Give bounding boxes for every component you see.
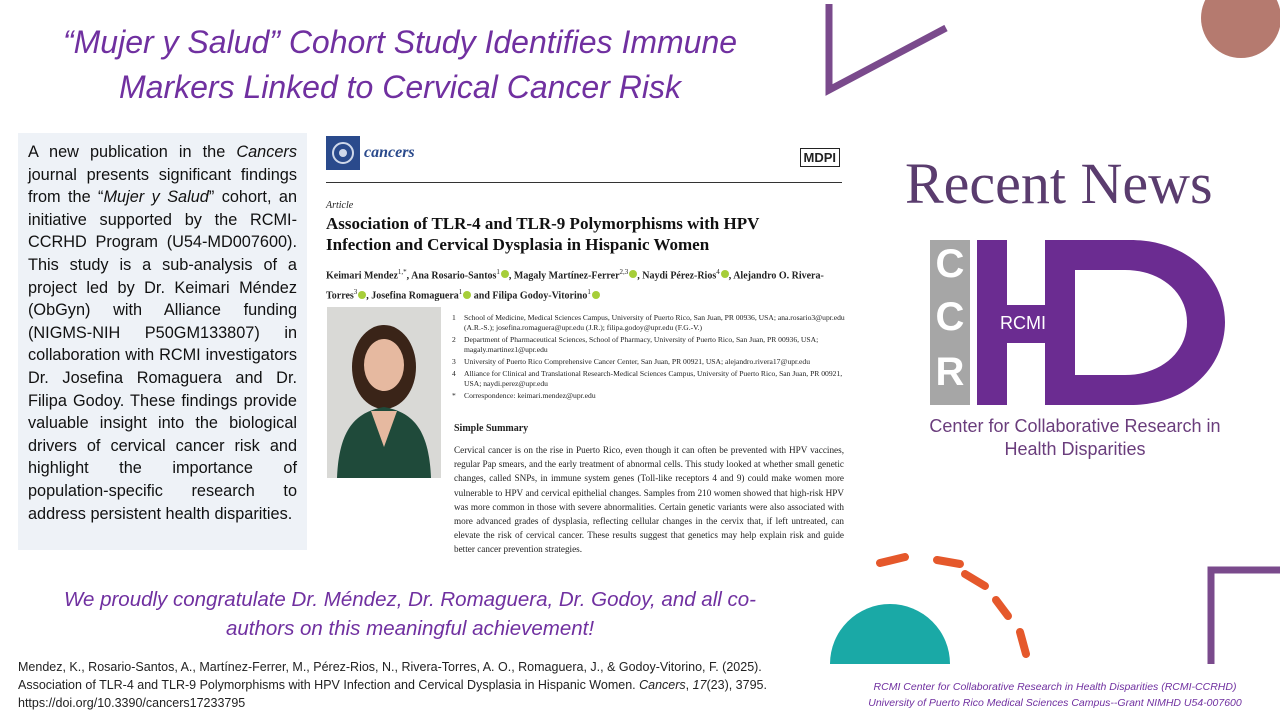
recent-news-heading: Recent News (905, 151, 1213, 216)
separator: and (471, 290, 493, 302)
logo-rcmi: RCMI (1000, 313, 1046, 333)
text: Cancers (639, 678, 686, 692)
article-title: Association of TLR-4 and TLR-9 Polymorph… (326, 214, 760, 254)
author-affiliation: 2,3 (619, 268, 629, 276)
affiliation: 2 Department of Pharmaceutical Sciences, … (452, 335, 847, 355)
text: Mendez, K., Rosario-Santos, A., Martínez… (18, 660, 762, 692)
author-affiliation: 1 (587, 288, 591, 297)
authors: Keimari Mendez1,*, Ana Rosario-Santos1, … (326, 264, 846, 305)
text: Mujer y Salud (103, 188, 209, 207)
footer: RCMI Center for Collaborative Research i… (850, 679, 1260, 711)
affiliation-text: Alliance for Clinical and Translational … (464, 369, 843, 388)
text: journal presents significant findings fr… (28, 165, 297, 207)
logo-letter: C (936, 295, 965, 339)
footer-line: RCMI Center for Collaborative Research i… (873, 681, 1237, 693)
decor-triangle (825, 4, 948, 96)
decor-dashes (876, 553, 1030, 658)
author-name: Magaly Martínez-Ferrer (513, 270, 620, 282)
affiliations: 1 School of Medicine, Medical Sciences Ca… (452, 313, 847, 403)
divider (326, 182, 842, 183)
center-name: Center for Collaborative Research in Hea… (929, 416, 1221, 459)
citation: Mendez, K., Rosario-Santos, A., Martínez… (18, 658, 788, 712)
logo-d (1075, 240, 1225, 405)
author-affiliation: 1 (458, 288, 463, 297)
logo-bar (930, 240, 970, 405)
decor-half-circle (830, 604, 950, 664)
affiliation-number: 3 (452, 357, 456, 366)
orcid-icon (500, 270, 509, 279)
affiliation-number: 4 (452, 369, 456, 378)
text: , (685, 678, 693, 692)
affiliation: 1 School of Medicine, Medical Sciences Ca… (452, 313, 847, 333)
separator: , (637, 270, 643, 282)
ccrhd-logo: C C R RCMI HD (925, 235, 1225, 405)
text: Cancers (236, 143, 297, 161)
author-name: Keimari Mendez (326, 270, 398, 282)
text: A new publication in the (28, 143, 237, 161)
author-affiliation: 1 (496, 268, 500, 276)
separator: , (366, 290, 372, 302)
article-type: Article (326, 200, 354, 211)
decor-corner (1207, 566, 1280, 664)
author-photo (327, 307, 441, 478)
affiliation: 4 Alliance for Clinical and Translational… (452, 369, 847, 389)
affiliation-text: School of Medicine, Medical Sciences Cam… (464, 313, 845, 332)
photo-illustration (337, 325, 431, 478)
author-affiliation: 4 (716, 268, 720, 276)
logo-letter: R (936, 350, 965, 394)
logo-h-right (1045, 240, 1075, 405)
affiliation-text: Department of Pharmaceutical Sciences, S… (464, 335, 819, 354)
affiliation-number: 1 (452, 313, 456, 322)
congratulations: We proudly congratulate Dr. Méndez, Dr. … (64, 588, 756, 640)
orcid-icon (463, 290, 472, 299)
text: (23), 3795. https://doi.org/10.3390/canc… (18, 678, 767, 710)
logo-hd: HD (925, 235, 927, 236)
author-name: Alejandro O. Rivera-Torres (326, 270, 824, 302)
affiliation-text: University of Puerto Rico Comprehensive … (464, 357, 811, 366)
affiliation-number: * (452, 391, 456, 400)
author-affiliation: 3 (353, 288, 358, 297)
author-affiliation: 1,* (397, 268, 407, 276)
separator: , (406, 270, 412, 282)
title: “Mujer y Salud” Cohort Study Identifies … (62, 24, 738, 105)
article-preview: cancers MDPI Article Association of TLR-… (320, 130, 850, 570)
affiliation: * Correspondence: keimari.mendez@upr.edu (452, 391, 847, 401)
author-name: Josefina Romaguera (371, 290, 459, 302)
journal-logo (326, 136, 360, 170)
affiliation-number: 2 (452, 335, 456, 344)
affiliation-text: Correspondence: keimari.mendez@upr.edu (464, 391, 596, 400)
author-name: Filipa Godoy-Vitorino (492, 290, 588, 302)
author-name: Naydi Pérez-Rios (642, 270, 717, 282)
summary-text: Cervical cancer is on the rise in Puerto… (454, 445, 844, 555)
author-name: Ana Rosario-Santos (411, 270, 497, 282)
journal-name: cancers (364, 144, 415, 161)
text: 17 (692, 678, 707, 692)
text: ” cohort, an initiative supported by the… (28, 188, 298, 523)
affiliation: 3 University of Puerto Rico Comprehensive… (452, 357, 847, 367)
separator: , (728, 270, 734, 282)
summary-heading: Simple Summary (454, 423, 529, 434)
footer-line: University of Puerto Rico Medical Scienc… (868, 697, 1242, 709)
orcid-icon (591, 290, 600, 299)
logo-letter: C (936, 242, 965, 286)
separator: , (508, 270, 514, 282)
orcid-icon (358, 290, 367, 299)
orcid-icon (629, 270, 638, 279)
decor-circle (1201, 0, 1280, 58)
publisher: MDPI (799, 148, 840, 167)
orcid-icon (720, 270, 729, 279)
intro-text: A new publication in the Cancers journal… (18, 133, 307, 550)
